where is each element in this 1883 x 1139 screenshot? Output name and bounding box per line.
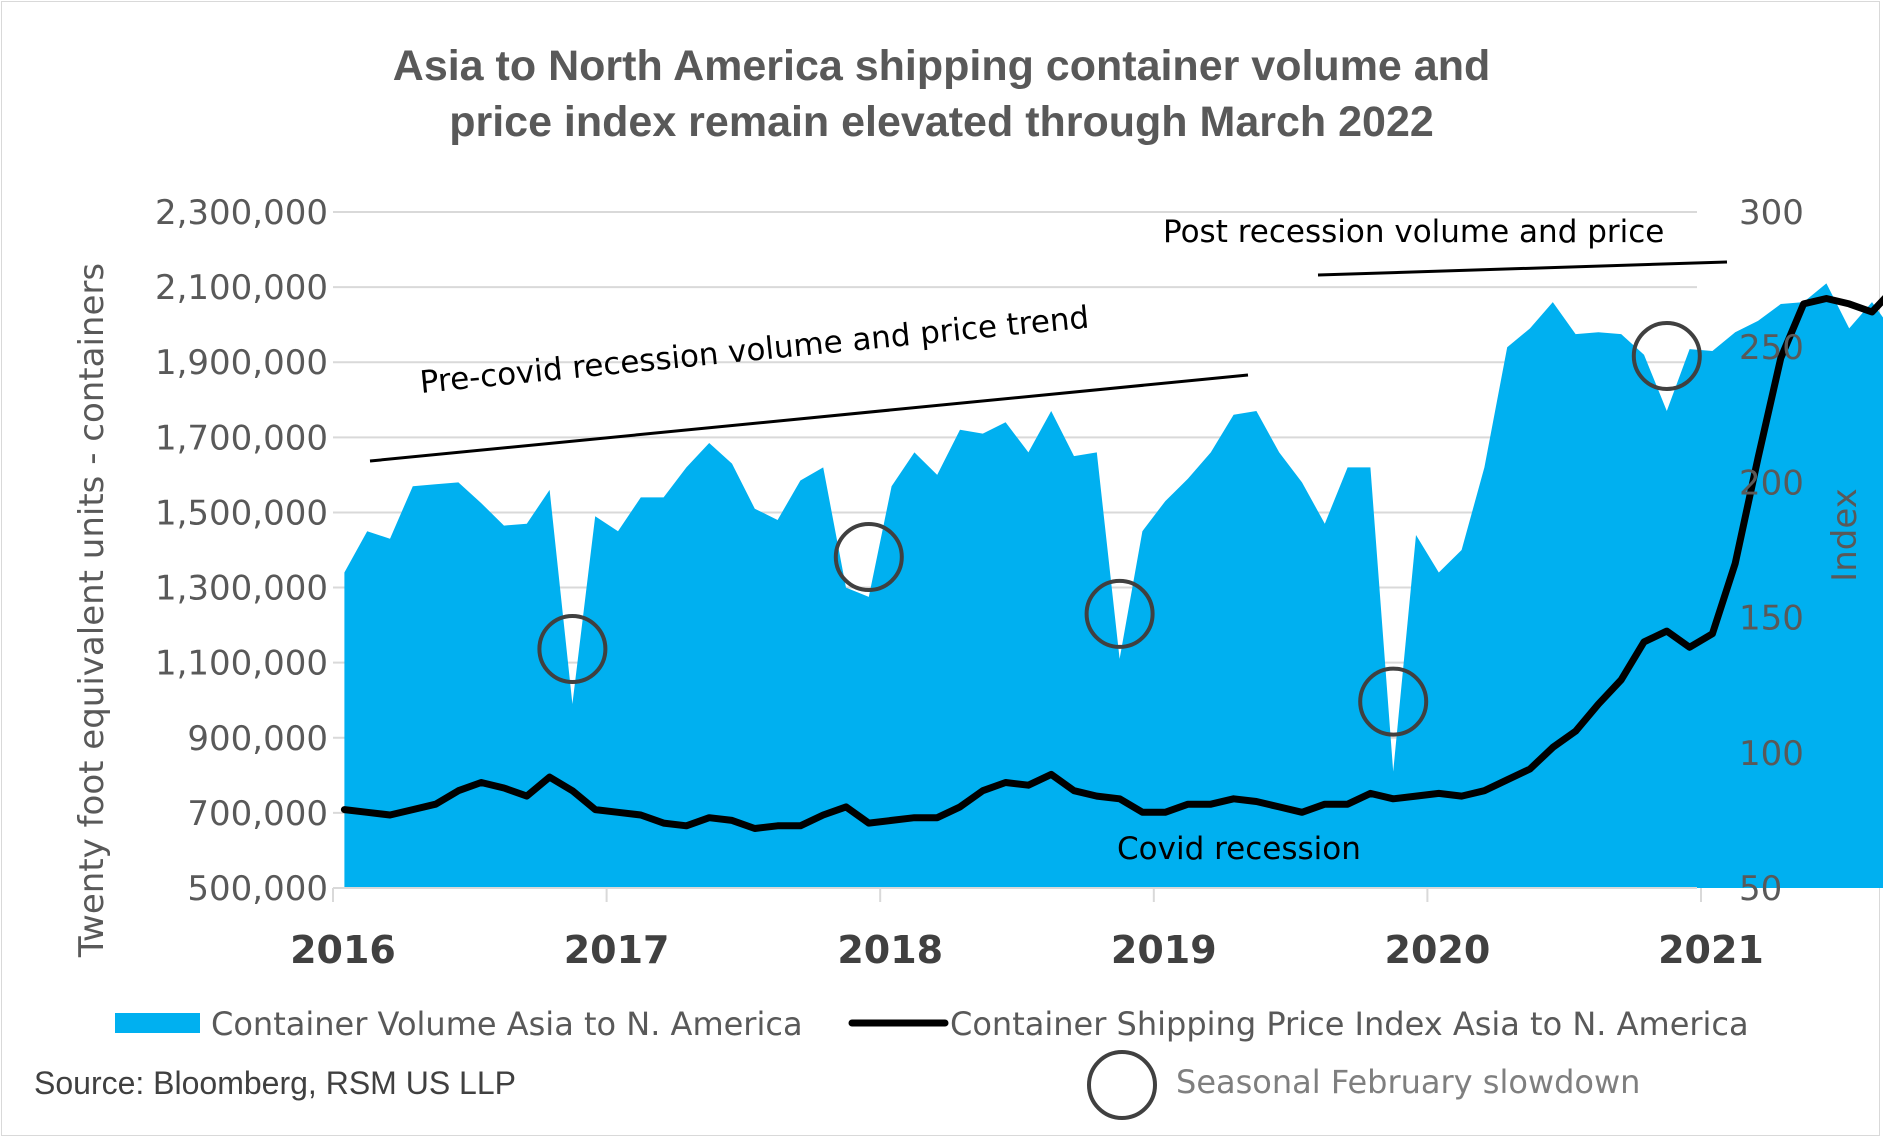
y-tick-right-label: 300 (1739, 193, 1804, 233)
seasonal-slowdown-circle (537, 613, 608, 684)
y-tick-right-label: 250 (1739, 328, 1804, 368)
y-tick-left-label: 1,300,000 (155, 569, 328, 609)
seasonal-circles (537, 321, 1702, 737)
legend-seasonal-label: Seasonal February slowdown (1176, 1063, 1640, 1101)
post-recession-label: Post recession volume and price (1163, 214, 1664, 250)
y-tick-left-label: 1,500,000 (155, 493, 328, 533)
y-tick-left-label: 1,100,000 (155, 644, 328, 684)
x-tick-label: 2018 (837, 928, 943, 972)
seasonal-slowdown-circle (1631, 321, 1702, 392)
pre-covid-trend-line (369, 373, 1249, 463)
y-tick-right-label: 200 (1739, 463, 1804, 503)
y-tick-left-label: 1,900,000 (155, 343, 328, 383)
y-tick-right-label: 150 (1739, 599, 1804, 639)
x-tick-label: 2021 (1658, 928, 1764, 972)
y-ticks-left: 2,300,000 2,100,000 1,900,000 1,700,000 1,50… (155, 193, 328, 909)
y-tick-left-label: 2,100,000 (155, 268, 328, 308)
y-axis-right-label: Index (1825, 488, 1865, 582)
chart-title-line-2: price index remain elevated through Marc… (449, 98, 1434, 146)
y-ticks-right: 300 250 200 150 100 50 (1739, 193, 1804, 909)
y-tick-right-label: 50 (1739, 869, 1782, 909)
legend-seasonal-circle (1087, 1050, 1157, 1120)
y-axis-left-label: Twenty foot equivalent units - container… (72, 263, 112, 958)
y-tick-left-label: 1,700,000 (155, 418, 328, 458)
x-tick-label: 2017 (564, 928, 670, 972)
y-tick-left-label: 700,000 (187, 794, 328, 834)
chart-title: Asia to North America shipping container… (0, 38, 1883, 150)
legend-price-label: Container Shipping Price Index Asia to N… (950, 1005, 1749, 1043)
volume-area (344, 283, 1883, 888)
seasonal-slowdown-circle (1358, 666, 1429, 737)
legend-volume-swatch (115, 1013, 200, 1033)
covid-recession-label: Covid recession (1117, 831, 1361, 867)
x-tick-label: 2020 (1385, 928, 1491, 972)
seasonal-slowdown-circle (1084, 578, 1155, 649)
price-line (340, 295, 1883, 832)
y-tick-right-label: 100 (1739, 734, 1804, 774)
y-tick-left-label: 900,000 (187, 719, 328, 759)
seasonal-slowdown-circle (833, 521, 904, 592)
source-note: Source: Bloomberg, RSM US LLP (34, 1065, 516, 1101)
legend-volume-label: Container Volume Asia to N. America (211, 1005, 803, 1043)
x-tick-label: 2016 (290, 928, 396, 972)
y-tick-left-label: 2,300,000 (155, 193, 328, 233)
post-recession-trend-line (1317, 260, 1728, 277)
x-ticks: 2016 2017 2018 2019 2020 2021 (290, 928, 1764, 972)
x-tick-label: 2019 (1111, 928, 1217, 972)
x-tick-marks (332, 888, 1702, 902)
pre-covid-trend-label: Pre-covid recession volume and price tre… (418, 300, 1090, 401)
chart-title-line-1: Asia to North America shipping container… (392, 42, 1491, 90)
y-tick-left-label: 500,000 (187, 869, 328, 909)
